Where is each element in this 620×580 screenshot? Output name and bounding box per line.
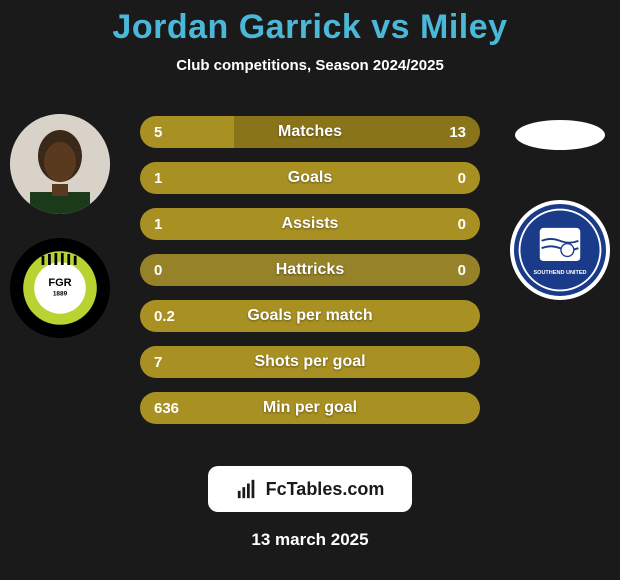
stats-list: 5 Matches 13 1 Goals 0 1 Assists 0 0 Hat…: [140, 116, 480, 438]
stat-label: Shots per goal: [140, 346, 480, 378]
stat-value-right: 0: [444, 162, 480, 194]
stat-row: 0 Hattricks 0: [140, 254, 480, 286]
comparison-area: FGR 1889: [0, 104, 620, 434]
player1-column: FGR 1889: [0, 104, 120, 338]
stat-label: Matches: [140, 116, 480, 148]
stat-label: Hattricks: [140, 254, 480, 286]
stat-row: 5 Matches 13: [140, 116, 480, 148]
player2-club-crest: SOUTHEND UNITED: [510, 200, 610, 300]
footer: FcTables.com 13 march 2025: [0, 466, 620, 550]
stat-value-right: 0: [444, 254, 480, 286]
stat-value-right: [452, 392, 480, 424]
stat-row: 636 Min per goal: [140, 392, 480, 424]
stat-row: 1 Goals 0: [140, 162, 480, 194]
brand-badge: FcTables.com: [208, 466, 413, 512]
page-title: Jordan Garrick vs Miley: [0, 8, 620, 47]
stat-row: 7 Shots per goal: [140, 346, 480, 378]
stat-value-right: 13: [435, 116, 480, 148]
brand-text: FcTables.com: [266, 479, 385, 500]
stat-label: Goals per match: [140, 300, 480, 332]
stat-value-right: [452, 300, 480, 332]
svg-text:1889: 1889: [53, 290, 68, 297]
player2-avatar: [515, 120, 605, 150]
svg-text:SOUTHEND UNITED: SOUTHEND UNITED: [533, 270, 586, 276]
stat-value-right: 0: [444, 208, 480, 240]
svg-text:FGR: FGR: [48, 277, 71, 289]
subtitle: Club competitions, Season 2024/2025: [0, 57, 620, 74]
player1-club-crest: FGR 1889: [10, 238, 110, 338]
stat-row: 1 Assists 0: [140, 208, 480, 240]
player2-column: SOUTHEND UNITED: [500, 104, 620, 300]
stat-value-right: [452, 346, 480, 378]
brand-icon: [236, 478, 258, 500]
stat-label: Min per goal: [140, 392, 480, 424]
stat-row: 0.2 Goals per match: [140, 300, 480, 332]
player1-avatar: [10, 114, 110, 214]
stat-label: Assists: [140, 208, 480, 240]
date-label: 13 march 2025: [251, 530, 368, 550]
stat-label: Goals: [140, 162, 480, 194]
